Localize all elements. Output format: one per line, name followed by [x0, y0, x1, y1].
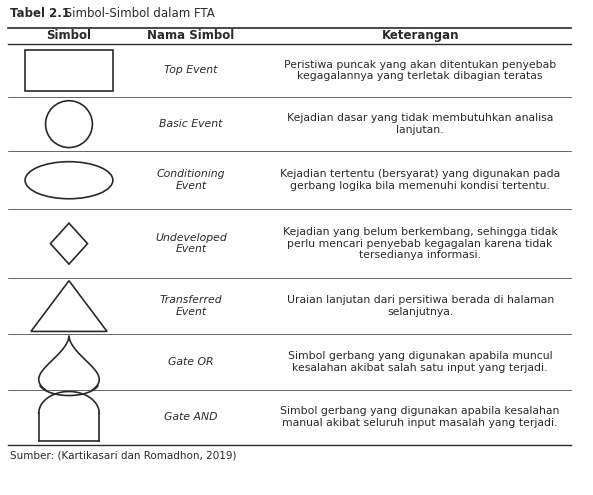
Text: Gate AND: Gate AND	[164, 412, 218, 422]
Text: Conditioning
Event: Conditioning Event	[157, 169, 225, 191]
Text: Simbol gerbang yang digunakan apabila muncul
kesalahan akibat salah satu input y: Simbol gerbang yang digunakan apabila mu…	[288, 351, 553, 373]
Text: Tabel 2.1: Tabel 2.1	[11, 7, 71, 20]
Text: Uraian lanjutan dari persitiwa berada di halaman
selanjutnya.: Uraian lanjutan dari persitiwa berada di…	[286, 295, 554, 317]
Text: Sumber: (Kartikasari dan Romadhon, 2019): Sumber: (Kartikasari dan Romadhon, 2019)	[11, 450, 237, 460]
Text: Kejadian tertentu (bersyarat) yang digunakan pada
gerbang logika bila memenuhi k: Kejadian tertentu (bersyarat) yang digun…	[280, 169, 560, 191]
Bar	[25, 50, 113, 91]
Text: Top Event: Top Event	[164, 65, 218, 75]
Text: Basic Event: Basic Event	[160, 119, 222, 129]
Text: Simbol: Simbol	[46, 29, 91, 43]
Text: Kejadian yang belum berkembang, sehingga tidak
perlu mencari penyebab kegagalan : Kejadian yang belum berkembang, sehingga…	[283, 227, 557, 260]
Text: Transferred
Event: Transferred Event	[160, 295, 222, 317]
Text: Peristiwa puncak yang akan ditentukan penyebab
kegagalannya yang terletak dibagi: Peristiwa puncak yang akan ditentukan pe…	[284, 60, 556, 81]
Text: Simbol-Simbol dalam FTA: Simbol-Simbol dalam FTA	[61, 7, 215, 20]
Text: Nama Simbol: Nama Simbol	[147, 29, 235, 43]
Text: Gate OR: Gate OR	[168, 357, 213, 367]
Text: Keterangan: Keterangan	[381, 29, 459, 43]
Text: Kejadian dasar yang tidak membutuhkan analisa
lanjutan.: Kejadian dasar yang tidak membutuhkan an…	[287, 113, 553, 135]
Text: Undeveloped
Event: Undeveloped Event	[155, 233, 227, 254]
Text: Simbol gerbang yang digunakan apabila kesalahan
manual akibat seluruh input masa: Simbol gerbang yang digunakan apabila ke…	[280, 406, 560, 428]
